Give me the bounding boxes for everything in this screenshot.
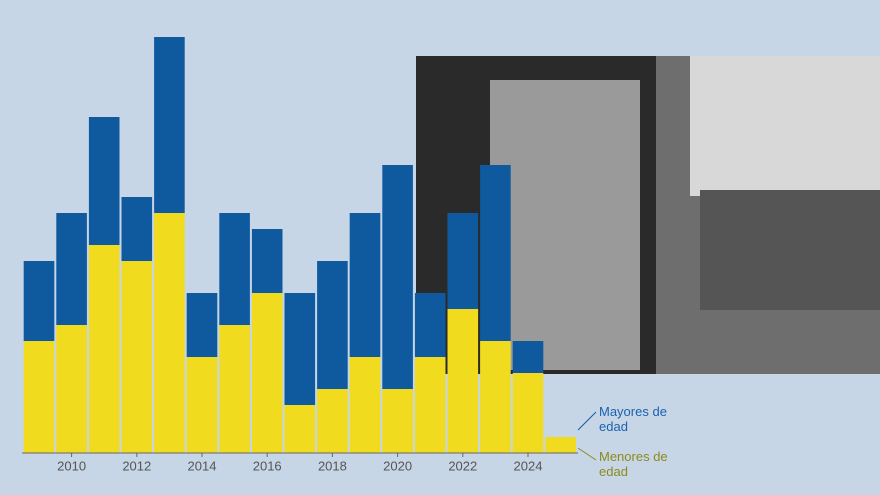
- bar-segment: [512, 373, 544, 453]
- bar-segment: [154, 213, 185, 453]
- bar-segment: [284, 405, 316, 453]
- bar-segment: [121, 197, 153, 261]
- bar-segment: [382, 389, 413, 453]
- bar-segment: [88, 245, 120, 453]
- bar-segment: [219, 213, 250, 325]
- x-tick-label: 2014: [188, 458, 217, 473]
- bar-segment: [284, 293, 316, 405]
- bar-segment: [349, 213, 381, 357]
- bar-segment: [121, 261, 153, 453]
- bar-segment: [251, 229, 283, 293]
- bar-segment: [56, 325, 87, 453]
- bar-segment: [447, 213, 479, 309]
- bar-segment: [23, 341, 55, 453]
- x-tick-label: 2024: [514, 458, 543, 473]
- bar-segment: [186, 357, 218, 453]
- bar-segment: [512, 341, 544, 373]
- bar-segment: [545, 437, 576, 453]
- x-tick-label: 2016: [253, 458, 282, 473]
- bar-segment: [154, 37, 185, 213]
- x-tick-label: 2022: [448, 458, 477, 473]
- bar-segment: [56, 213, 87, 325]
- x-tick-label: 2020: [383, 458, 412, 473]
- bar-segment: [317, 389, 348, 453]
- bar-segment: [447, 309, 479, 453]
- bar-segment: [480, 165, 511, 341]
- bar-segment: [414, 293, 446, 357]
- x-tick-label: 2010: [57, 458, 86, 473]
- x-tick-label: 2018: [318, 458, 347, 473]
- bar-segment: [349, 357, 381, 453]
- legend-pointer: [577, 411, 597, 431]
- bar-segment: [186, 293, 218, 357]
- bar-segment: [219, 325, 250, 453]
- legend-pointer: [577, 447, 597, 461]
- bar-segment: [317, 261, 348, 389]
- legend-entry: Menores de edad: [599, 449, 668, 479]
- x-tick-label: 2012: [122, 458, 151, 473]
- photo: [416, 56, 880, 374]
- bar-segment: [88, 117, 120, 245]
- bar-segment: [251, 293, 283, 453]
- bar-segment: [480, 341, 511, 453]
- bar-segment: [382, 165, 413, 389]
- legend-entry: Mayores de edad: [599, 404, 667, 434]
- bar-segment: [414, 357, 446, 453]
- bar-segment: [23, 261, 55, 341]
